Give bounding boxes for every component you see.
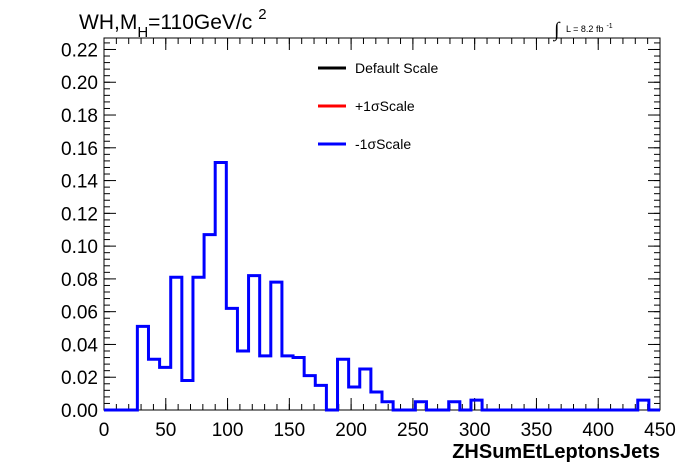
- title-rest: =110GeV/c: [148, 11, 252, 34]
- x-tick-label: 50: [155, 420, 176, 441]
- y-tick-label: 0.22: [61, 40, 98, 61]
- y-tick-label: 0.16: [61, 139, 98, 160]
- x-tick-label: 300: [459, 420, 491, 441]
- y-tick-label: 0.02: [61, 368, 98, 389]
- luminosity-text: L = 8.2 fb: [566, 24, 603, 34]
- y-tick-label: 0.00: [61, 401, 98, 422]
- y-tick-label: 0.12: [61, 204, 98, 225]
- x-tick-label: 200: [335, 420, 367, 441]
- y-tick-label: 0.14: [61, 172, 98, 193]
- y-tick-label: 0.08: [61, 270, 98, 291]
- y-tick-label: 0.20: [61, 73, 98, 94]
- series-group: [104, 161, 660, 412]
- legend: Default Scale +1σScale -1σScale: [318, 60, 438, 152]
- chart-title: WH,MH=110GeV/c 2: [79, 6, 267, 41]
- legend-label: +1σScale: [355, 98, 415, 114]
- integral-symbol: ∫: [552, 19, 561, 42]
- series-line: [104, 161, 660, 412]
- x-axis: 0 50 100 150 200 250 300 350 400 450: [99, 38, 676, 441]
- title-superscript: 2: [258, 6, 266, 23]
- y-tick-label: 0.04: [61, 335, 98, 356]
- x-tick-label: 250: [397, 420, 429, 441]
- legend-label: -1σScale: [355, 136, 411, 152]
- title-subscript: H: [137, 24, 148, 41]
- x-tick-label: 450: [644, 420, 676, 441]
- y-tick-label: 0.18: [61, 106, 98, 127]
- x-tick-label: 350: [521, 420, 553, 441]
- plot-frame: [103, 37, 661, 411]
- y-tick-label: 0.06: [61, 303, 98, 324]
- y-tick-label: 0.10: [61, 237, 98, 258]
- y-axis: 0.00 0.02 0.04 0.06 0.08 0.10 0.12 0.14 0.16 0.18…: [61, 40, 660, 422]
- luminosity-label: L = 8.2 fb -1: [566, 23, 613, 34]
- x-tick-label: 100: [212, 420, 244, 441]
- x-tick-label: 150: [273, 420, 305, 441]
- x-tick-label: 400: [582, 420, 614, 441]
- x-axis-label: ZHSumEtLeptonsJets: [452, 441, 660, 463]
- title-main: WH,M: [79, 11, 137, 34]
- x-tick-label: 0: [99, 420, 110, 441]
- legend-label: Default Scale: [355, 60, 438, 76]
- luminosity-superscript: -1: [606, 23, 612, 30]
